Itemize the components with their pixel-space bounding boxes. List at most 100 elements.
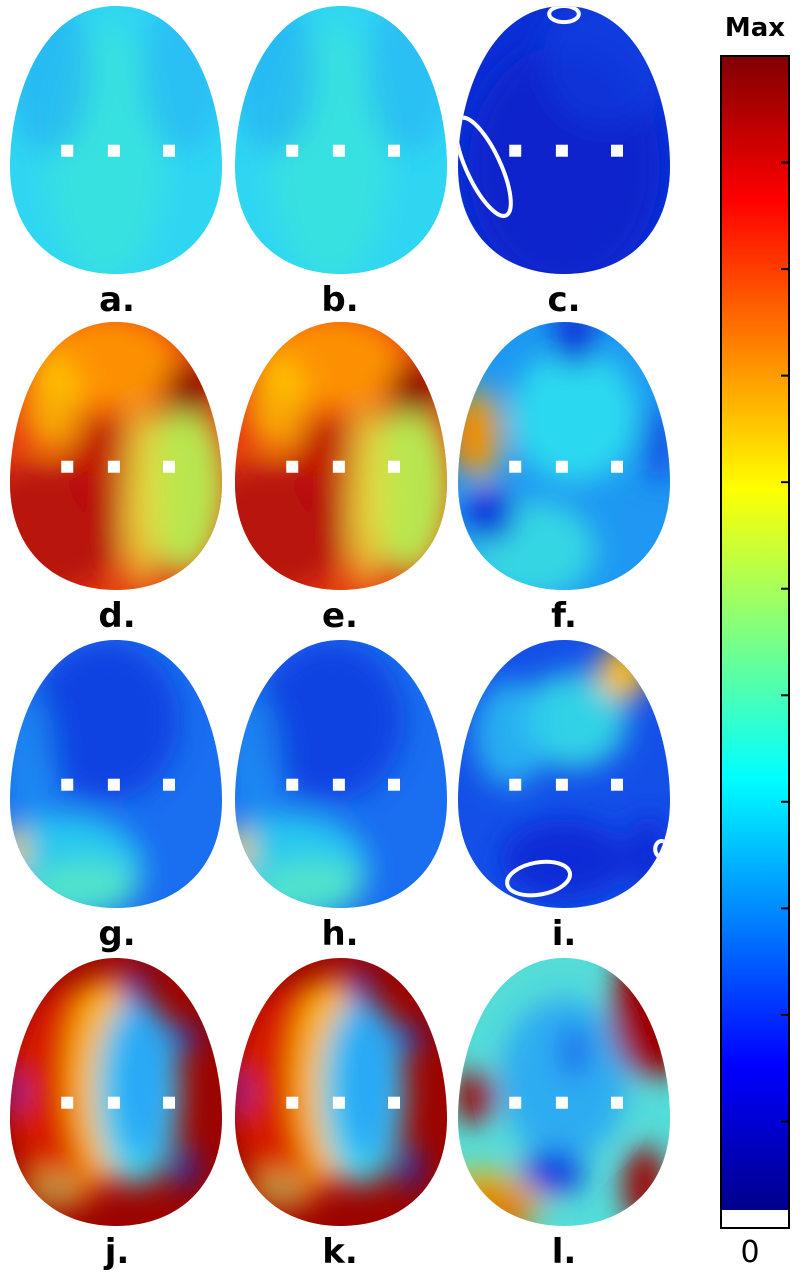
topomap-field — [235, 322, 447, 590]
field-region — [398, 1145, 420, 1189]
field-region — [235, 693, 282, 828]
field-region — [235, 1075, 246, 1109]
electrode-marker — [61, 778, 74, 791]
electrode-marker — [286, 460, 299, 473]
panel-label: i. — [552, 914, 577, 954]
electrode-marker — [61, 460, 74, 473]
colorbar-frame — [720, 55, 790, 1229]
topomap-field — [10, 322, 222, 590]
field-region — [22, 354, 83, 451]
field-region — [561, 1025, 588, 1079]
field-region — [122, 968, 144, 1001]
field-region — [31, 640, 180, 801]
electrode-marker — [163, 144, 175, 157]
panel-label: g. — [98, 914, 135, 954]
topomap-panel: i. — [458, 640, 670, 954]
field-region — [235, 6, 316, 154]
electrode-marker — [509, 778, 522, 791]
electrode-marker — [611, 778, 623, 791]
field-region — [31, 859, 138, 908]
field-region — [521, 1150, 586, 1194]
field-region — [366, 402, 447, 574]
panel-grid: a. b. c. d. e. f. g. h. i. j. k. l. — [10, 6, 670, 1272]
electrode-marker — [163, 778, 175, 791]
topomap-field — [10, 6, 222, 274]
electrode-marker — [286, 778, 299, 791]
field-region — [336, 998, 397, 1159]
topomap-panel: k. — [235, 958, 447, 1272]
field-region — [171, 1025, 197, 1052]
panel-label: f. — [551, 596, 577, 636]
topomap-blobs — [235, 968, 422, 1210]
field-region — [256, 859, 363, 908]
field-region — [141, 402, 222, 574]
electrode-marker — [286, 1096, 299, 1109]
topomap-panel: g. — [10, 640, 222, 954]
field-region — [396, 1025, 422, 1052]
panel-label: b. — [321, 280, 358, 320]
panel-label: l. — [552, 1232, 577, 1272]
electrode-marker — [555, 1096, 568, 1109]
field-region — [642, 402, 670, 483]
electrode-marker — [332, 1096, 345, 1109]
electrode-marker — [107, 460, 120, 473]
topomap-panel: b. — [235, 6, 447, 320]
field-region — [610, 958, 670, 1079]
topomap-panel: c. — [458, 6, 670, 320]
field-region — [120, 402, 163, 590]
field-region — [235, 827, 252, 871]
field-region — [458, 386, 505, 483]
electrode-marker — [61, 1096, 74, 1109]
field-region — [22, 1167, 91, 1210]
field-region — [256, 640, 405, 801]
electrode-marker — [286, 144, 299, 157]
field-region — [623, 1145, 666, 1226]
electrode-marker — [509, 1096, 522, 1109]
electrode-marker — [61, 144, 74, 157]
topomap-blobs — [10, 640, 180, 908]
electrode-marker — [611, 460, 623, 473]
colorbar-min-label: 0 — [740, 1235, 759, 1270]
field-region — [10, 693, 57, 828]
electrode-marker — [509, 460, 522, 473]
topomap-field — [458, 6, 670, 274]
panel-label: h. — [321, 914, 358, 954]
electrode-marker — [388, 144, 400, 157]
panel-label: a. — [99, 280, 135, 320]
field-region — [627, 814, 670, 895]
field-region — [10, 1075, 21, 1109]
panel-label: d. — [98, 596, 135, 636]
field-region — [500, 998, 628, 1159]
field-region — [111, 998, 172, 1159]
colorbar-max-label: Max — [725, 13, 785, 43]
field-region — [366, 6, 447, 154]
colorbar-zero-band — [721, 1210, 789, 1228]
field-region — [10, 6, 91, 154]
colorbar-gradient — [721, 56, 789, 1210]
electrode-marker — [107, 144, 120, 157]
electrode-marker — [555, 460, 568, 473]
field-region — [141, 6, 222, 154]
topomap-panel: j. — [10, 958, 222, 1272]
zero-contour — [505, 859, 573, 898]
topomap-panel: d. — [10, 322, 222, 636]
topomap-panel: a. — [10, 6, 222, 320]
topomap-field — [10, 958, 222, 1226]
field-region — [458, 1070, 497, 1125]
electrode-marker — [332, 460, 345, 473]
electrode-marker — [388, 1096, 400, 1109]
field-region — [510, 348, 639, 483]
panel-label: k. — [322, 1232, 358, 1272]
electrode-marker — [555, 144, 568, 157]
zero-contour — [547, 6, 581, 25]
electrode-marker — [509, 144, 522, 157]
field-region — [345, 402, 388, 590]
topomap-field — [458, 958, 670, 1226]
field-region — [597, 645, 649, 699]
electrode-marker — [388, 778, 400, 791]
topomap-field — [235, 640, 447, 908]
electrode-marker — [611, 1096, 623, 1109]
colorbar: Max 0 — [720, 13, 790, 1270]
field-region — [553, 322, 596, 368]
panel-label: e. — [322, 596, 358, 636]
